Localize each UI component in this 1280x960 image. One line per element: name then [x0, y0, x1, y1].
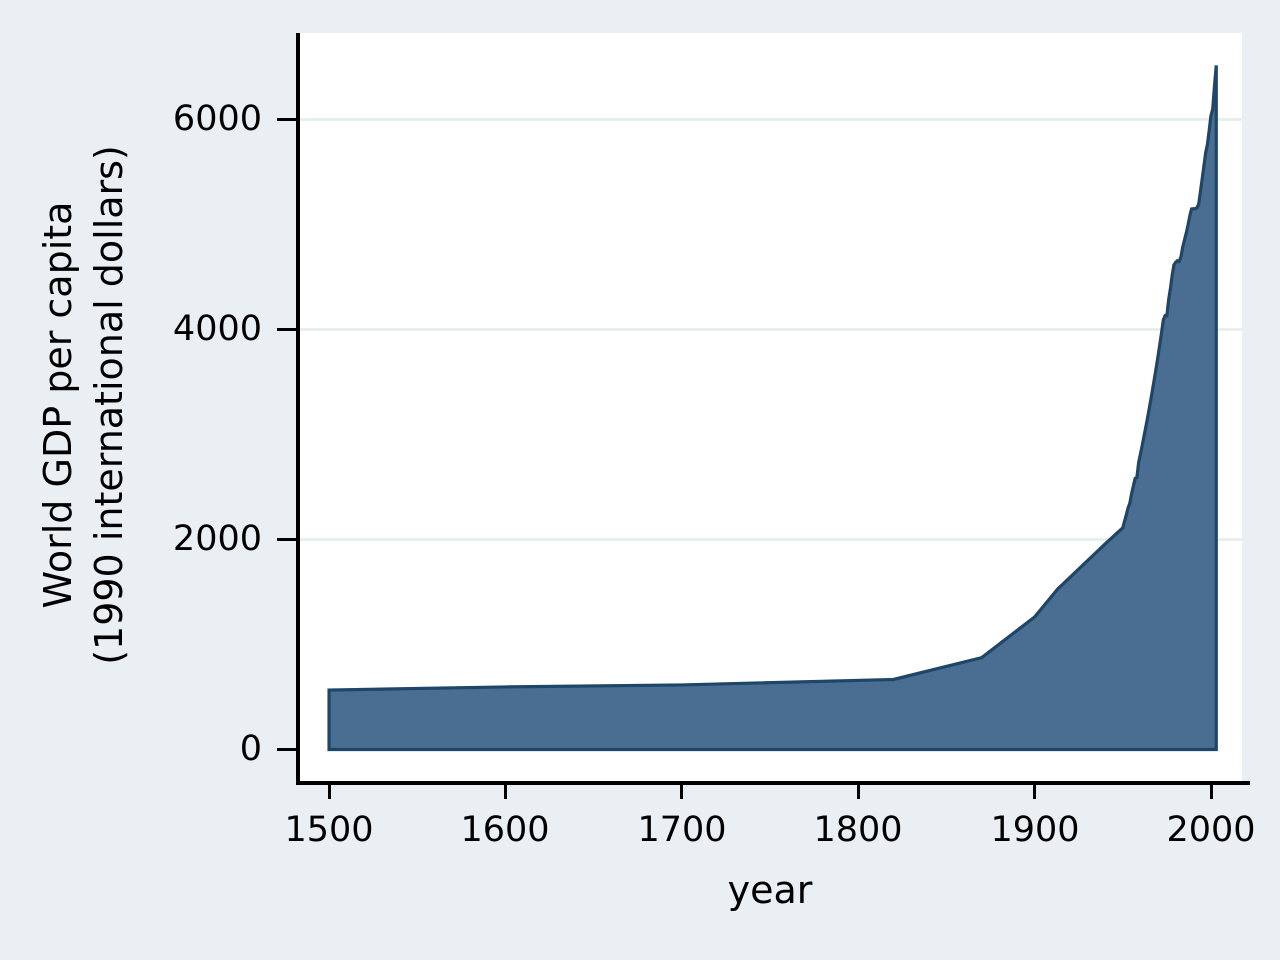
world-gdp-area-series — [327, 65, 1218, 752]
x-tick-1500 — [328, 784, 331, 799]
y-tick-6000 — [277, 118, 298, 121]
plot-area — [298, 33, 1242, 781]
y-axis-title-line1: World GDP per capita — [36, 201, 80, 609]
x-tick-2000 — [1210, 784, 1213, 799]
y-axis-title: World GDP per capita (1990 international… — [33, 25, 135, 785]
x-axis-line — [296, 781, 1250, 785]
x-tick-label-1900: 1900 — [990, 810, 1080, 850]
x-tick-label-1600: 1600 — [460, 810, 550, 850]
x-tick-label-2000: 2000 — [1166, 810, 1256, 850]
x-tick-label-1700: 1700 — [637, 810, 727, 850]
y-tick-label-6000: 6000 — [172, 99, 262, 139]
x-tick-label-1800: 1800 — [813, 810, 903, 850]
x-tick-1600 — [504, 784, 507, 799]
y-axis-title-line2: (1990 international dollars) — [87, 145, 131, 665]
area-chart-canvas — [298, 65, 1242, 752]
x-tick-1800 — [857, 784, 860, 799]
x-tick-1900 — [1033, 784, 1036, 799]
y-tick-label-0: 0 — [239, 729, 262, 769]
y-tick-2000 — [277, 538, 298, 541]
y-axis-line — [296, 33, 300, 785]
y-tick-4000 — [277, 328, 298, 331]
y-tick-label-2000: 2000 — [172, 519, 262, 559]
y-tick-0 — [277, 748, 298, 751]
x-tick-1700 — [680, 784, 683, 799]
y-tick-label-4000: 4000 — [172, 309, 262, 349]
x-tick-label-1500: 1500 — [284, 810, 374, 850]
x-axis-title: year — [727, 868, 813, 912]
